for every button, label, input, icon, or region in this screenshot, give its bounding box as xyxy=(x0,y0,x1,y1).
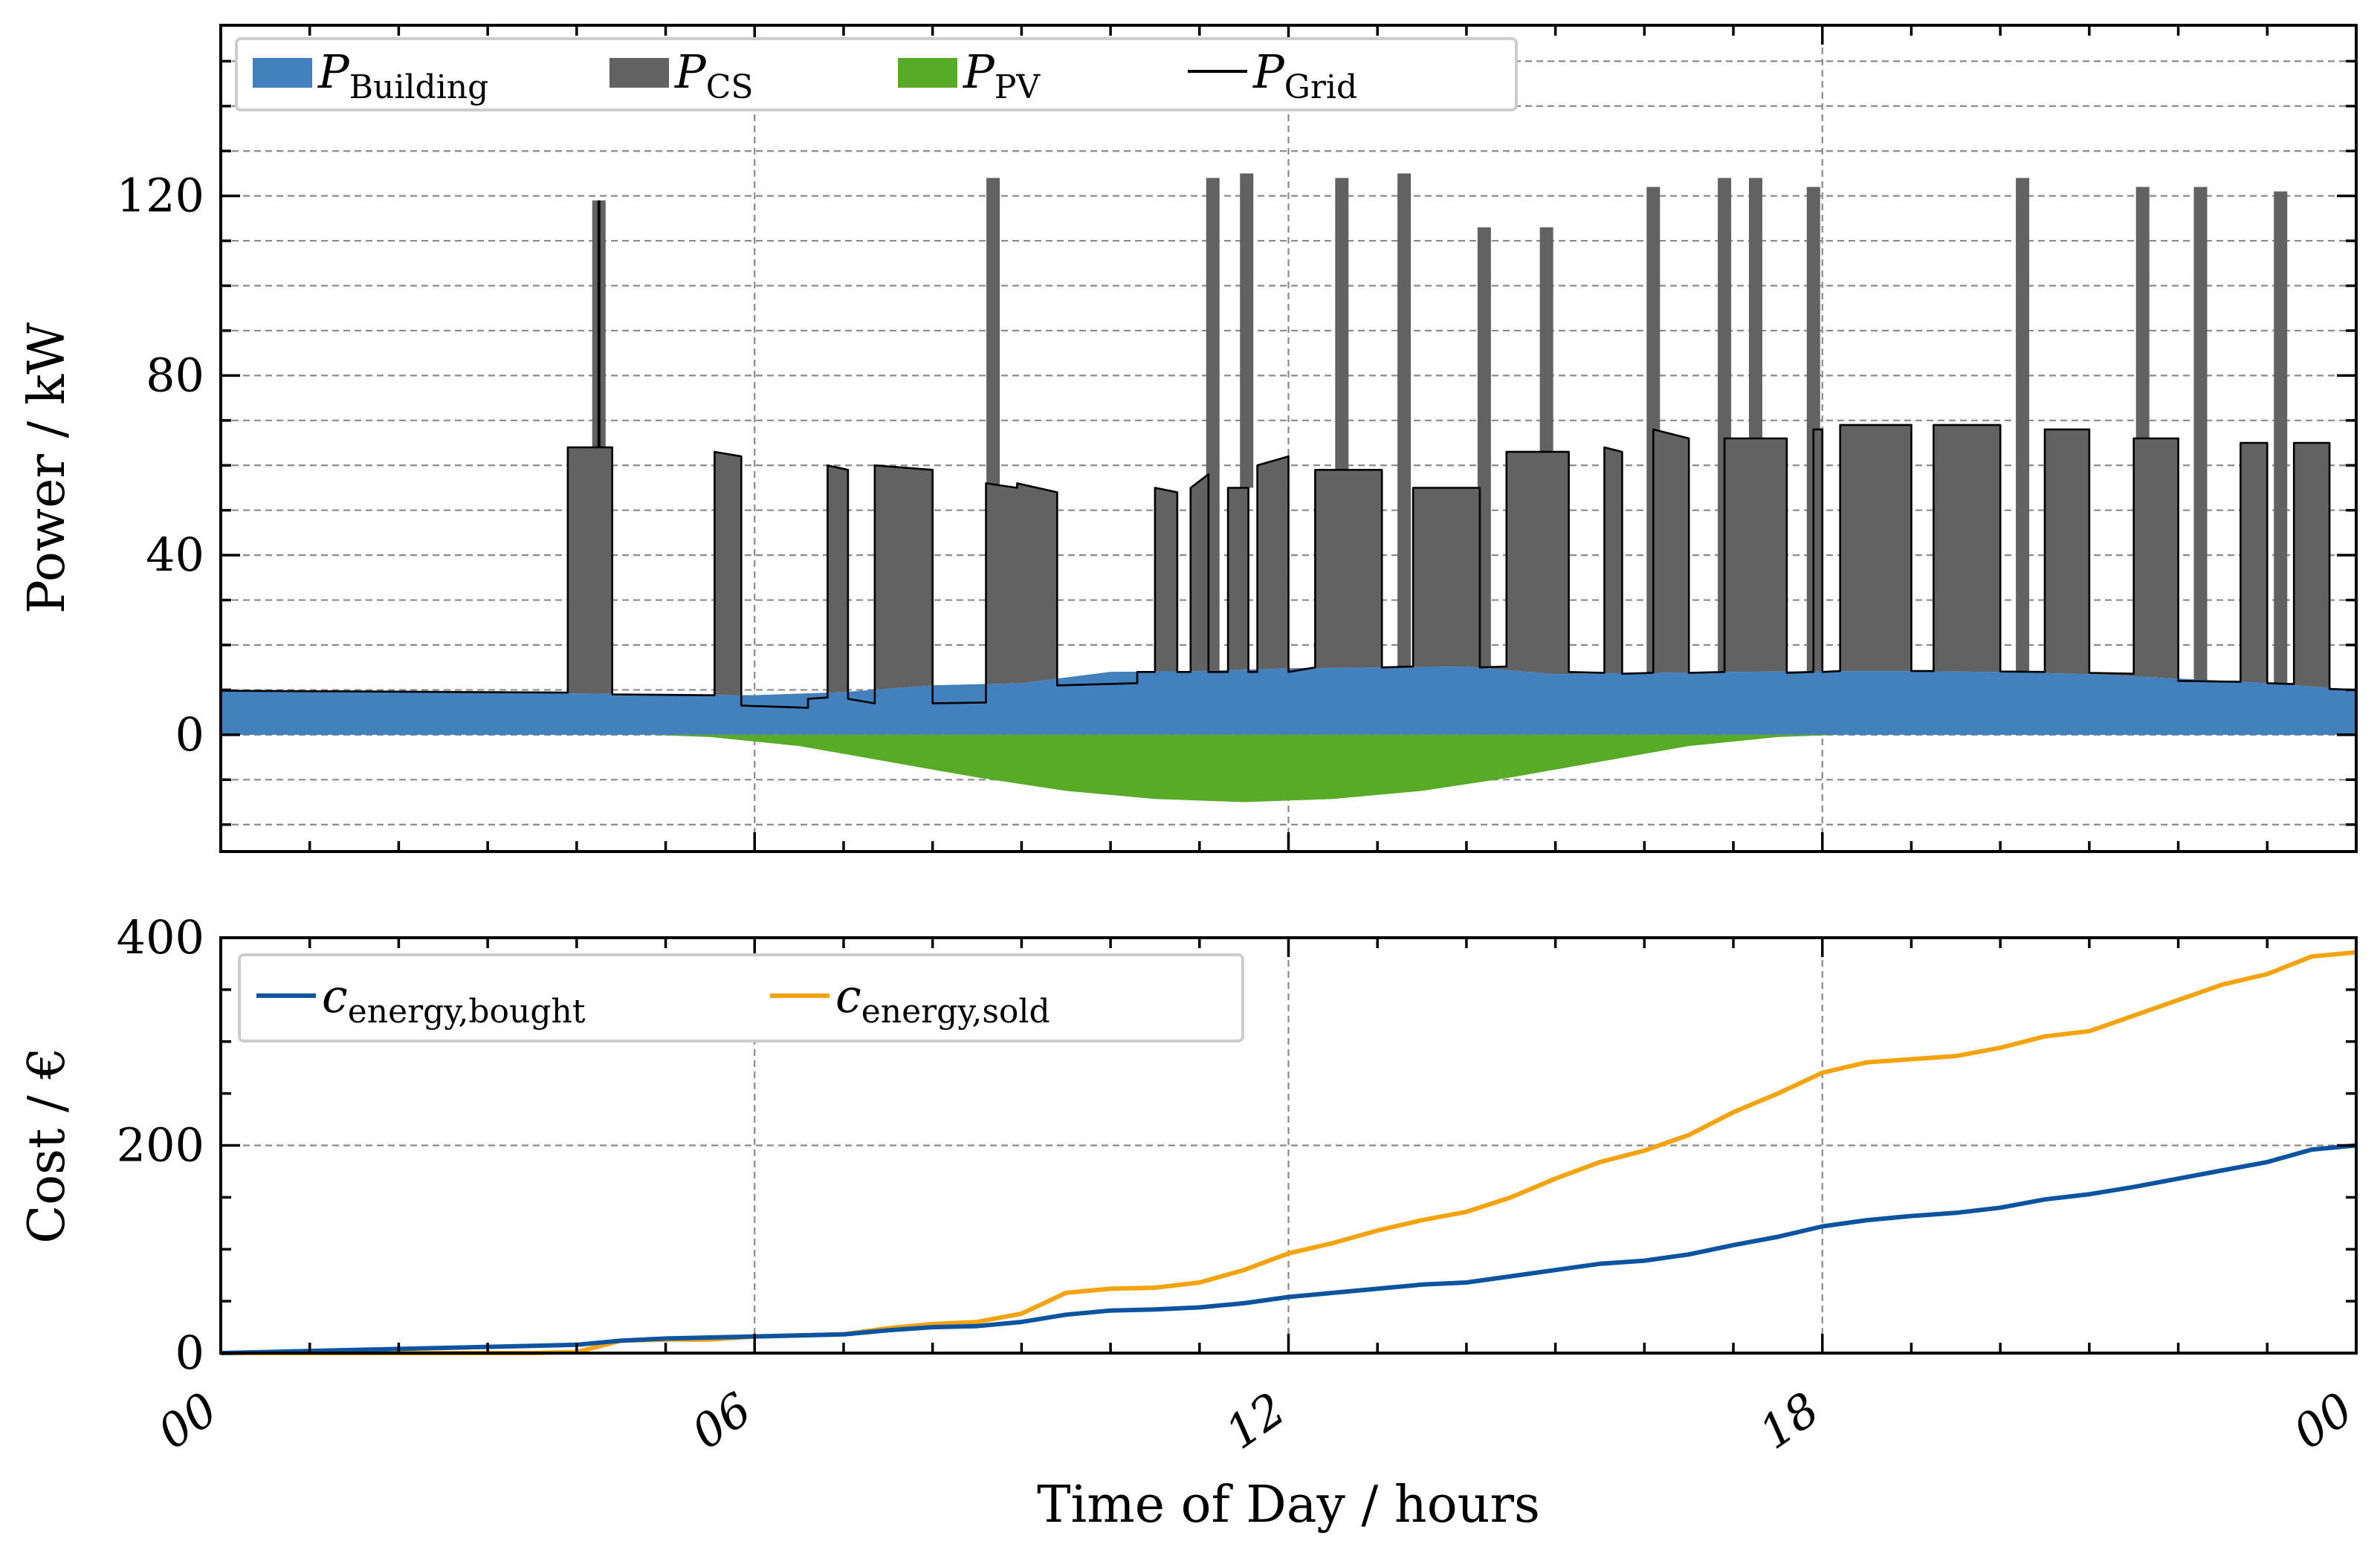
cs-spike xyxy=(986,178,1000,484)
cost-legend: cenergy,bought cenergy,sold xyxy=(238,953,1244,1042)
cost-legend-bought-subscript: energy,bought xyxy=(348,993,586,1031)
power-legend-box xyxy=(235,37,1518,111)
grid-power-line xyxy=(220,424,2357,709)
cs-spike xyxy=(1240,173,1254,488)
power-y-tick-label: 40 xyxy=(146,528,204,582)
cs-spike xyxy=(1539,227,1553,453)
cs-spike xyxy=(1397,173,1411,667)
power-legend-building-swatch xyxy=(253,58,312,88)
power-legend-cs-subscript: CS xyxy=(706,68,754,106)
building-area xyxy=(221,667,2356,735)
cost-legend-sold-subscript: energy,sold xyxy=(861,993,1050,1031)
power-y-tick-label: 80 xyxy=(146,348,204,402)
power-legend-cs-swatch xyxy=(609,58,669,88)
power-y-axis-title: Power / kW xyxy=(18,322,77,614)
cost-y-tick-label: 400 xyxy=(117,910,204,964)
power-axes-frame xyxy=(219,24,2358,853)
cost-y-axis-title: Cost / € xyxy=(18,1047,77,1244)
pv-area xyxy=(221,734,2356,802)
power-legend-building-symbol: P xyxy=(317,45,350,99)
cs-spike xyxy=(2274,191,2288,684)
cs-spike xyxy=(2016,178,2030,672)
power-legend-cs-symbol: P xyxy=(674,45,707,99)
cs-spike xyxy=(1477,227,1491,668)
cost-y-tick-label: 200 xyxy=(117,1118,204,1173)
cs-spike xyxy=(1335,178,1349,470)
cost-legend-box xyxy=(238,953,1244,1042)
power-legend-pv-subscript: PV xyxy=(995,68,1041,106)
power-y-tick-labels: 0 40 80 120 xyxy=(117,169,204,762)
power-legend-building-subscript: Building xyxy=(349,68,489,106)
power-legend-cs-label: PCS xyxy=(674,45,754,106)
cs-spike xyxy=(2135,187,2150,438)
x-axis-title: Time of Day / hours xyxy=(1037,1476,1540,1534)
cost-legend-sold-symbol: c xyxy=(835,969,861,1023)
cost-legend-bought-symbol: c xyxy=(322,969,348,1023)
cost-y-tick-labels: 0 200 400 xyxy=(117,910,204,1380)
power-legend-pv-symbol: P xyxy=(963,45,995,99)
cs-spike xyxy=(1718,178,1732,672)
bought-cost-line xyxy=(220,1143,2357,1355)
power-legend-building-label: PBuilding xyxy=(317,45,488,106)
power-legend-grid-subscript: Grid xyxy=(1284,68,1357,106)
power-legend: PBuilding PCS PPV PGrid xyxy=(235,37,1518,111)
cost-legend-sold-label: cenergy,sold xyxy=(835,969,1050,1031)
cost-lines xyxy=(220,950,2357,1355)
power-y-tick-label: 0 xyxy=(175,707,204,762)
power-y-tick-label: 120 xyxy=(117,169,204,223)
power-legend-grid-symbol: P xyxy=(1252,45,1285,99)
cs-spike xyxy=(1748,178,1762,438)
cs-spike xyxy=(2193,187,2208,681)
power-legend-pv-swatch xyxy=(898,58,957,88)
power-legend-pv-label: PPV xyxy=(963,45,1041,106)
cost-legend-bought-label: cenergy,bought xyxy=(322,969,586,1031)
power-legend-grid-label: PGrid xyxy=(1252,45,1357,106)
cs-spike xyxy=(1206,178,1220,672)
cost-axes-frame xyxy=(219,936,2358,1355)
power-grid-line xyxy=(220,200,2357,709)
cost-y-tick-label: 0 xyxy=(175,1326,204,1380)
